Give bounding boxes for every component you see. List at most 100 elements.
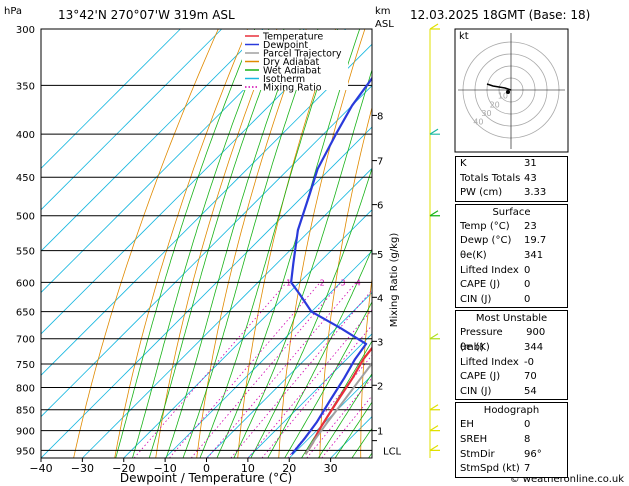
dry-adiabat-line bbox=[401, 29, 453, 458]
legend-label: Mixing Ratio bbox=[263, 83, 322, 94]
dry-adiabat-line bbox=[619, 29, 629, 458]
asl-label: ASL bbox=[375, 19, 394, 30]
legend-label: Isotherm bbox=[263, 74, 305, 85]
most-unstable-value: 344 bbox=[524, 341, 544, 353]
wet-adiabat-line bbox=[216, 29, 361, 458]
km-tick-label: 8 bbox=[377, 111, 383, 122]
surface-row: θe(K) 341 bbox=[456, 249, 567, 264]
wind-barb bbox=[429, 444, 440, 451]
wet-adiabat-line bbox=[115, 29, 256, 458]
hodograph-stat-label: StmSpd (kt) bbox=[460, 463, 520, 475]
datetime-title: 12.03.2025 18GMT (Base: 18) bbox=[410, 8, 590, 22]
legend-label: Dewpoint bbox=[263, 40, 308, 51]
km-tick-label: 6 bbox=[377, 201, 383, 212]
wet-adiabat-line bbox=[165, 29, 301, 458]
location-title: 13°42'N 270°07'W 319m ASL bbox=[58, 8, 235, 22]
lcl-label: LCL bbox=[383, 447, 402, 458]
hodograph-stat-label: EH bbox=[460, 419, 474, 431]
surface-row: Temp (°C) 23 bbox=[456, 220, 567, 235]
wind-barb bbox=[429, 425, 440, 432]
surface-label: CIN (J) bbox=[460, 293, 492, 305]
temp-tick-label: 30 bbox=[324, 462, 338, 475]
surface-label: θe(K) bbox=[460, 249, 487, 261]
x-axis-label: Dewpoint / Temperature (°C) bbox=[120, 471, 292, 485]
hodograph-storm-motion bbox=[506, 90, 510, 94]
dry-adiabat-line bbox=[196, 29, 307, 458]
pressure-tick-label: 750 bbox=[16, 360, 35, 371]
wet-adiabat-line bbox=[233, 68, 372, 458]
isotherm-line bbox=[41, 29, 181, 169]
hodograph-stat-value: 7 bbox=[524, 463, 531, 475]
temp-tick-label: −30 bbox=[71, 462, 94, 475]
index-row: Totals Totals 43 bbox=[456, 172, 567, 187]
wet-adiabat-line bbox=[318, 373, 372, 458]
pressure-tick-label: 300 bbox=[16, 25, 35, 36]
mixing-ratio-label: 10 bbox=[405, 278, 415, 287]
hodograph-stat-value: 8 bbox=[524, 433, 531, 445]
pressure-tick-label: 950 bbox=[16, 446, 35, 457]
pressure-tick-label: 700 bbox=[16, 335, 35, 346]
hodograph-stat-row: EH 0 bbox=[456, 418, 567, 433]
dry-adiabat-line bbox=[585, 29, 607, 458]
isotherm-line bbox=[41, 43, 372, 376]
legend-label: Parcel Trajectory bbox=[263, 49, 342, 60]
wind-barb bbox=[429, 23, 440, 30]
km-tick-label: 7 bbox=[377, 157, 383, 168]
pressure-tick-label: 900 bbox=[16, 427, 35, 438]
copyright: © weatheronline.co.uk bbox=[510, 474, 625, 485]
hodograph-ring-label: 10 bbox=[498, 92, 508, 101]
isotherm-line bbox=[288, 374, 372, 458]
surface-value: 23 bbox=[524, 220, 537, 232]
most-unstable-value: 54 bbox=[524, 385, 537, 397]
legend-label: Dry Adiabat bbox=[263, 57, 320, 68]
surface-label: Temp (°C) bbox=[460, 220, 510, 232]
hodograph-stat-label: SREH bbox=[460, 433, 488, 445]
surface-row: CAPE (J) 0 bbox=[456, 278, 567, 293]
pressure-tick-label: 400 bbox=[16, 130, 35, 141]
index-value: 3.33 bbox=[524, 187, 547, 199]
isotherm-line bbox=[41, 29, 264, 252]
mixing-ratio-axis-label: Mixing Ratio (g/kg) bbox=[389, 233, 400, 328]
surface-title: Surface bbox=[492, 206, 531, 218]
most-unstable-label: Lifted Index bbox=[460, 356, 519, 368]
mixing-ratio-line bbox=[230, 289, 372, 458]
most-unstable-label: CIN (J) bbox=[460, 385, 492, 397]
hodograph-table-title: Hodograph bbox=[483, 405, 540, 417]
wet-adiabat-line bbox=[250, 167, 372, 458]
hodograph-stat-row: StmSpd (kt) 7 bbox=[456, 462, 567, 477]
hodograph-stat-row: SREH 8 bbox=[456, 433, 567, 448]
pressure-tick-label: 800 bbox=[16, 384, 35, 395]
most-unstable-row: CAPE (J) 70 bbox=[456, 370, 567, 385]
surface-value: 0 bbox=[524, 293, 531, 305]
wet-adiabat-line bbox=[284, 301, 372, 458]
temp-tick-label: 0 bbox=[203, 462, 210, 475]
temp-tick-label: −40 bbox=[29, 462, 52, 475]
mixing-ratio-label: 6 bbox=[378, 278, 383, 287]
surface-label: CAPE (J) bbox=[460, 279, 501, 291]
hodograph-box: Hodograph EH 0 SREH 8 StmDir 96° StmSpd (kt) 7 bbox=[455, 402, 568, 478]
index-row: K 31 bbox=[456, 157, 567, 172]
most-unstable-value: -0 bbox=[524, 356, 534, 368]
dry-adiabat-line bbox=[237, 29, 336, 458]
index-value: 31 bbox=[524, 158, 537, 169]
most-unstable-box: Most Unstable Pressure (mb) 900 θe (K) 344 L… bbox=[455, 310, 568, 401]
temp-tick-label: −10 bbox=[154, 462, 177, 475]
hodograph-ring-label: 40 bbox=[473, 118, 483, 127]
hodograph-stat-row: StmDir 96° bbox=[456, 448, 567, 463]
mixing-ratio-line bbox=[133, 282, 288, 458]
isotherm-line bbox=[123, 209, 372, 458]
isotherm-line bbox=[41, 85, 372, 418]
km-tick-label: 2 bbox=[377, 381, 383, 392]
legend-label: Temperature bbox=[262, 32, 323, 43]
surface-row: Dewp (°C) 19.7 bbox=[456, 234, 567, 249]
surface-row: CIN (J) 0 bbox=[456, 293, 567, 308]
most-unstable-value: 900 bbox=[526, 327, 546, 339]
wind-barb bbox=[429, 128, 440, 135]
isotherm-line bbox=[41, 29, 223, 211]
isotherm-line bbox=[206, 291, 372, 458]
isotherm-line bbox=[41, 126, 372, 458]
index-value: 43 bbox=[524, 172, 537, 184]
hodograph-stat-value: 0 bbox=[524, 419, 531, 431]
wet-adiabat-line bbox=[148, 29, 285, 458]
